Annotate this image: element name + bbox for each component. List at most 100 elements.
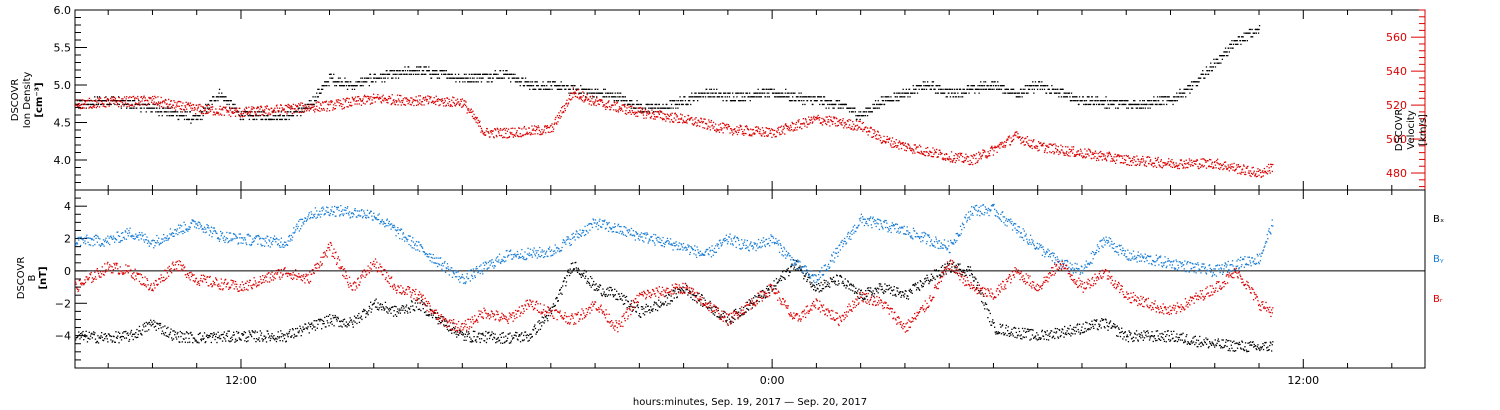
data-point — [934, 151, 936, 154]
data-point — [925, 147, 927, 149]
data-point — [535, 88, 537, 90]
data-point — [666, 118, 668, 120]
data-point — [464, 100, 466, 102]
data-point — [320, 104, 322, 106]
data-point — [232, 103, 235, 106]
data-point — [761, 127, 764, 129]
data-point — [131, 103, 133, 106]
data-point — [1022, 92, 1024, 94]
data-point — [203, 110, 205, 112]
data-point — [502, 77, 504, 79]
data-point — [229, 109, 231, 111]
data-point — [805, 119, 807, 121]
data-point — [292, 115, 295, 117]
data-point — [146, 330, 148, 332]
data-point — [486, 81, 488, 83]
data-point — [590, 92, 592, 94]
data-point — [970, 163, 972, 165]
data-point — [1231, 163, 1233, 165]
data-point — [458, 77, 460, 79]
data-point — [514, 127, 516, 130]
data-point — [697, 124, 699, 127]
data-point — [236, 339, 238, 342]
data-point — [1126, 107, 1128, 109]
data-point — [997, 85, 999, 87]
data-point — [559, 88, 562, 90]
data-point — [758, 92, 760, 94]
data-point — [1240, 173, 1242, 175]
data-point — [88, 103, 90, 106]
data-point — [118, 106, 120, 108]
data-point — [493, 137, 495, 139]
data-point — [444, 70, 446, 72]
data-point — [659, 117, 662, 119]
data-point — [629, 103, 631, 106]
data-point — [1203, 158, 1205, 160]
data-point — [274, 107, 276, 109]
data-point — [933, 153, 935, 155]
data-point — [594, 101, 596, 103]
data-point — [724, 124, 726, 126]
data-point — [572, 87, 574, 89]
data-point — [1003, 85, 1005, 87]
data-point — [802, 96, 804, 98]
data-point — [1186, 88, 1188, 90]
data-point — [509, 73, 511, 75]
data-point — [697, 96, 699, 98]
data-point — [187, 103, 189, 105]
data-point — [1258, 28, 1260, 31]
data-point — [365, 96, 367, 98]
data-point — [75, 339, 77, 341]
data-point — [152, 102, 154, 105]
data-point — [300, 107, 302, 109]
data-point — [687, 100, 690, 102]
data-point — [985, 88, 988, 90]
data-point — [161, 111, 163, 113]
data-point — [1043, 85, 1045, 87]
data-point — [587, 92, 589, 94]
data-point — [1254, 175, 1256, 177]
data-point — [953, 92, 955, 94]
data-point — [257, 106, 259, 108]
data-point — [1168, 158, 1170, 160]
data-point — [884, 141, 886, 143]
data-point — [392, 77, 394, 79]
data-point — [813, 115, 815, 118]
data-point — [583, 101, 585, 103]
data-point — [1061, 149, 1063, 151]
data-point — [1216, 62, 1218, 64]
data-point — [1260, 172, 1262, 174]
data-point — [813, 100, 816, 102]
data-point — [1142, 158, 1144, 160]
data-point — [253, 107, 255, 109]
data-point — [866, 115, 869, 117]
data-point — [333, 108, 335, 110]
data-point — [269, 113, 272, 115]
data-point — [448, 98, 450, 100]
data-point — [176, 338, 178, 340]
data-point — [810, 116, 812, 118]
data-point — [876, 138, 878, 140]
data-point — [675, 114, 677, 116]
data-point — [248, 106, 250, 108]
data-point — [900, 92, 902, 94]
data-point — [592, 92, 595, 94]
data-point — [905, 145, 907, 147]
data-point — [494, 73, 496, 75]
data-point — [524, 81, 526, 83]
data-point — [1083, 103, 1085, 106]
data-point — [1110, 155, 1112, 157]
data-point — [285, 105, 288, 107]
data-point — [752, 128, 754, 131]
data-point — [184, 111, 187, 113]
data-point — [581, 96, 583, 98]
data-point — [118, 97, 120, 99]
data-point — [376, 96, 378, 98]
data-point — [481, 129, 483, 132]
data-point — [516, 81, 519, 83]
data-point — [208, 107, 211, 109]
data-point — [1198, 167, 1200, 170]
data-point — [280, 118, 282, 121]
data-point — [991, 145, 993, 147]
data-point — [107, 99, 110, 101]
